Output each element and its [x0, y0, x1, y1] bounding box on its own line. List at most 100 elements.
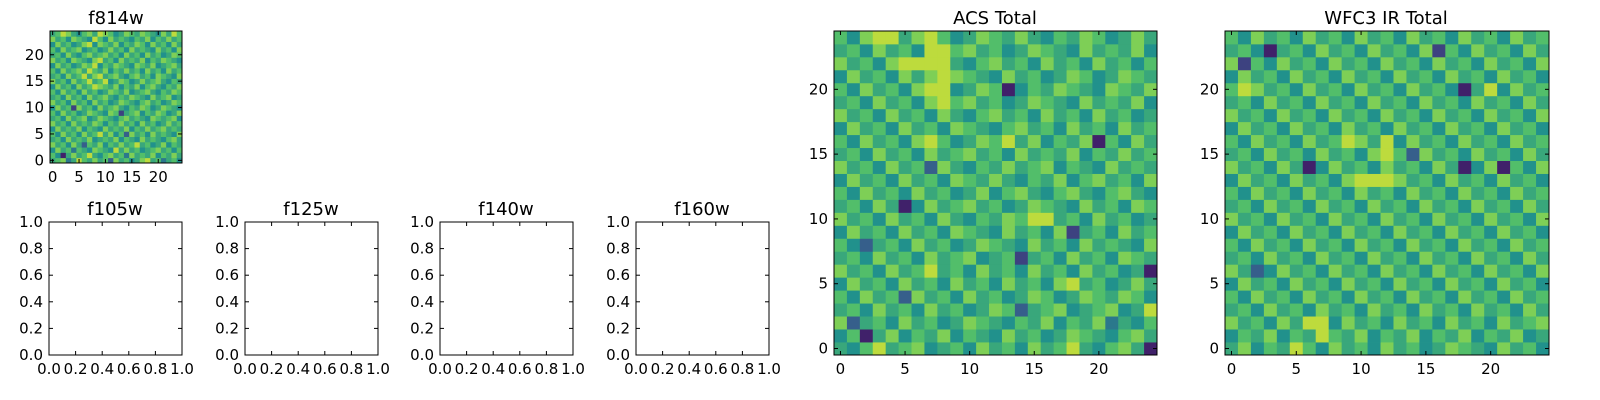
- heatmap-cell: [937, 342, 951, 356]
- heatmap-cell: [1341, 303, 1355, 317]
- heatmap-cell: [65, 136, 72, 143]
- heatmap-cell: [976, 134, 990, 149]
- heatmap-cell: [76, 99, 83, 106]
- heatmap-cell: [1432, 290, 1446, 304]
- heatmap-cell: [145, 141, 151, 148]
- heatmap-cell: [1014, 186, 1029, 200]
- heatmap-cell: [1027, 173, 1042, 187]
- heatmap-cell: [1053, 316, 1067, 330]
- y-tick-label: 0.4: [410, 293, 434, 311]
- heatmap-cell: [76, 57, 83, 64]
- heatmap-cell: [1432, 134, 1446, 149]
- heatmap-cell: [1484, 303, 1498, 317]
- heatmap-cell: [145, 126, 151, 132]
- heatmap-cell: [150, 73, 156, 79]
- heatmap-cell: [97, 83, 104, 90]
- heatmap-cell: [1289, 56, 1304, 71]
- heatmap-cell: [1380, 69, 1394, 84]
- heatmap-cell: [1014, 31, 1029, 45]
- heatmap-cell: [1263, 199, 1278, 213]
- heatmap-cell: [55, 94, 61, 101]
- heatmap-cell: [1328, 342, 1343, 356]
- heatmap-cell: [55, 89, 61, 95]
- heatmap-cell: [1027, 303, 1042, 317]
- heatmap-cell: [1341, 56, 1355, 71]
- heatmap-cell: [898, 199, 912, 213]
- heatmap-cell: [1315, 82, 1330, 97]
- x-tick-label: 1.0: [170, 360, 194, 378]
- y-tick-label: 0.8: [606, 240, 630, 258]
- heatmap-cell: [1014, 290, 1029, 304]
- heatmap-cell: [885, 134, 899, 149]
- heatmap-cell: [171, 99, 178, 106]
- heatmap-cell: [102, 57, 109, 64]
- heatmap-cell: [1523, 160, 1537, 174]
- heatmap-cell: [1105, 43, 1119, 58]
- heatmap-cell: [1105, 31, 1119, 45]
- heatmap-cell: [1367, 277, 1381, 291]
- heatmap-cell: [989, 43, 1003, 58]
- heatmap-cell: [1510, 160, 1524, 174]
- heatmap-cell: [1354, 160, 1368, 174]
- heatmap-cell: [139, 115, 146, 122]
- heatmap-cell: [55, 62, 61, 69]
- heatmap-cell: [139, 110, 146, 116]
- heatmap-cell: [1225, 134, 1239, 149]
- heatmap-cell: [1458, 329, 1472, 343]
- heatmap-cell: [1341, 31, 1355, 45]
- heatmap-cell: [150, 99, 156, 106]
- heatmap-cell: [963, 69, 977, 84]
- heatmap-cell: [1445, 290, 1459, 304]
- heatmap-cell: [834, 134, 848, 149]
- heatmap-cell: [911, 277, 925, 291]
- heatmap-cell: [134, 46, 141, 53]
- heatmap-cell: [1380, 134, 1394, 149]
- heatmap-cell: [1393, 186, 1407, 200]
- heatmap-cell: [118, 157, 125, 164]
- heatmap-cell: [1250, 108, 1265, 123]
- x-tick-label: 0.2: [64, 360, 88, 378]
- heatmap-cell: [1027, 56, 1042, 71]
- heatmap-cell: [160, 46, 167, 53]
- heatmap-cell: [86, 94, 93, 101]
- heatmap-cell: [1406, 69, 1420, 84]
- heatmap-cell: [1315, 225, 1330, 239]
- heatmap-cell: [950, 316, 964, 330]
- heatmap-cell: [1419, 31, 1433, 45]
- heatmap-cell: [155, 136, 162, 143]
- heatmap-cell: [1302, 31, 1317, 45]
- heatmap-cell: [1523, 199, 1537, 213]
- heatmap-cell: [846, 173, 861, 187]
- heatmap-cell: [911, 251, 925, 265]
- heatmap-cell: [160, 36, 167, 42]
- heatmap-cell: [1053, 82, 1067, 97]
- heatmap-cell: [1144, 264, 1158, 278]
- heatmap-cell: [171, 136, 178, 143]
- heatmap-cell: [1302, 186, 1317, 200]
- heatmap-cell: [1225, 69, 1239, 84]
- heatmap-cell: [139, 141, 146, 148]
- heatmap-cell: [846, 95, 861, 110]
- heatmap-cell: [171, 36, 178, 42]
- heatmap-cell: [118, 89, 125, 95]
- heatmap-cell: [108, 57, 114, 64]
- heatmap-cell: [171, 62, 178, 69]
- heatmap-cell: [176, 152, 183, 159]
- heatmap-cell: [1302, 316, 1317, 330]
- heatmap-cell: [885, 95, 899, 110]
- heatmap-cell: [108, 94, 114, 101]
- heatmap-cell: [1536, 199, 1550, 213]
- heatmap-cell: [1367, 186, 1381, 200]
- heatmap-cell: [1380, 342, 1394, 356]
- heatmap-cell: [1066, 108, 1080, 123]
- heatmap-cell: [1302, 238, 1317, 252]
- heatmap-cell: [1092, 56, 1106, 71]
- heatmap-cell: [846, 82, 861, 97]
- heatmap-cell: [113, 136, 120, 143]
- y-tick-label: 0.6: [215, 266, 239, 284]
- heatmap-cell: [129, 126, 135, 132]
- heatmap-cell: [1053, 121, 1067, 136]
- x-tick-label: 0: [48, 168, 58, 186]
- heatmap-cell: [1066, 31, 1080, 45]
- heatmap-cell: [1118, 303, 1132, 317]
